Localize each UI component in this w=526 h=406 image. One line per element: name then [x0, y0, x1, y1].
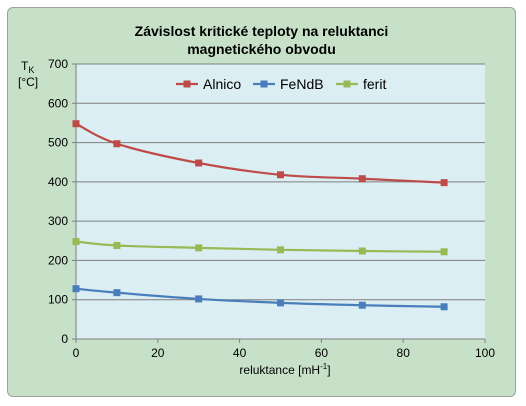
data-point-fendb — [440, 303, 448, 311]
y-tick-label: 400 — [48, 175, 68, 189]
legend-label: Alnico — [203, 76, 241, 92]
x-tick-label: 80 — [397, 346, 411, 360]
data-point-ferit — [113, 242, 121, 249]
x-tick-label: 60 — [315, 346, 329, 360]
series-alnico — [72, 120, 448, 187]
data-point-fendb — [277, 299, 284, 307]
legend: Alnico FeNdB ferit — [176, 76, 386, 92]
data-point-fendb — [358, 301, 366, 309]
series-fendb — [72, 285, 448, 311]
y-tick-label: 300 — [48, 214, 68, 228]
y-tick-label: 600 — [48, 96, 68, 110]
chart-subtitle: magnetického obvodu — [187, 41, 336, 57]
gridlines — [76, 63, 485, 301]
data-point-alnico — [358, 175, 366, 183]
data-point-ferit — [277, 246, 284, 254]
legend-item-fendb: FeNdB — [253, 76, 324, 92]
x-tick-label: 100 — [475, 346, 495, 360]
legend-item-alnico: Alnico — [176, 76, 241, 92]
data-point-alnico — [113, 140, 121, 148]
data-point-ferit — [440, 248, 448, 256]
data-point-alnico — [277, 171, 284, 179]
data-point-fendb — [72, 285, 80, 293]
legend-label: ferit — [363, 76, 386, 92]
y-tick-label: 200 — [48, 253, 68, 267]
data-point-fendb — [195, 295, 203, 303]
data-point-alnico — [440, 179, 448, 187]
line-chart: 0 100 200 300 400 500 600 700 0 20 40 60 80 100 Alnic… — [18, 57, 495, 377]
x-tick-label: 0 — [73, 346, 80, 360]
y-axis-unit-label: [°C] — [18, 75, 38, 89]
data-point-ferit — [72, 238, 80, 246]
legend-label: FeNdB — [280, 76, 324, 92]
y-tick-label: 500 — [48, 136, 68, 150]
data-point-fendb — [113, 289, 121, 297]
legend-swatch-marker — [343, 80, 351, 88]
data-point-ferit — [358, 247, 366, 255]
y-tick-label: 100 — [48, 293, 68, 307]
series-ferit — [72, 238, 448, 256]
x-axis-label: reluktance [mH-1] — [239, 362, 330, 377]
x-tick-label: 20 — [151, 346, 165, 360]
y-tick-label: 0 — [61, 332, 68, 346]
chart-frame: Závislost kritické teploty na reluktanci… — [7, 7, 516, 397]
legend-item-ferit: ferit — [336, 76, 386, 92]
chart-title: Závislost kritické teploty na reluktanci — [134, 23, 389, 39]
x-tick-label: 40 — [233, 346, 247, 360]
series-group — [72, 120, 448, 311]
y-tick-label: 700 — [48, 57, 68, 71]
data-point-alnico — [72, 120, 80, 128]
legend-swatch-marker — [260, 80, 268, 88]
plot-area — [76, 64, 485, 339]
legend-swatch-marker — [183, 80, 191, 88]
data-point-ferit — [195, 244, 203, 252]
axes: 0 100 200 300 400 500 600 700 0 20 40 60 80 100 — [48, 57, 495, 360]
y-axis-label: TK — [21, 59, 34, 75]
data-point-alnico — [195, 159, 203, 167]
